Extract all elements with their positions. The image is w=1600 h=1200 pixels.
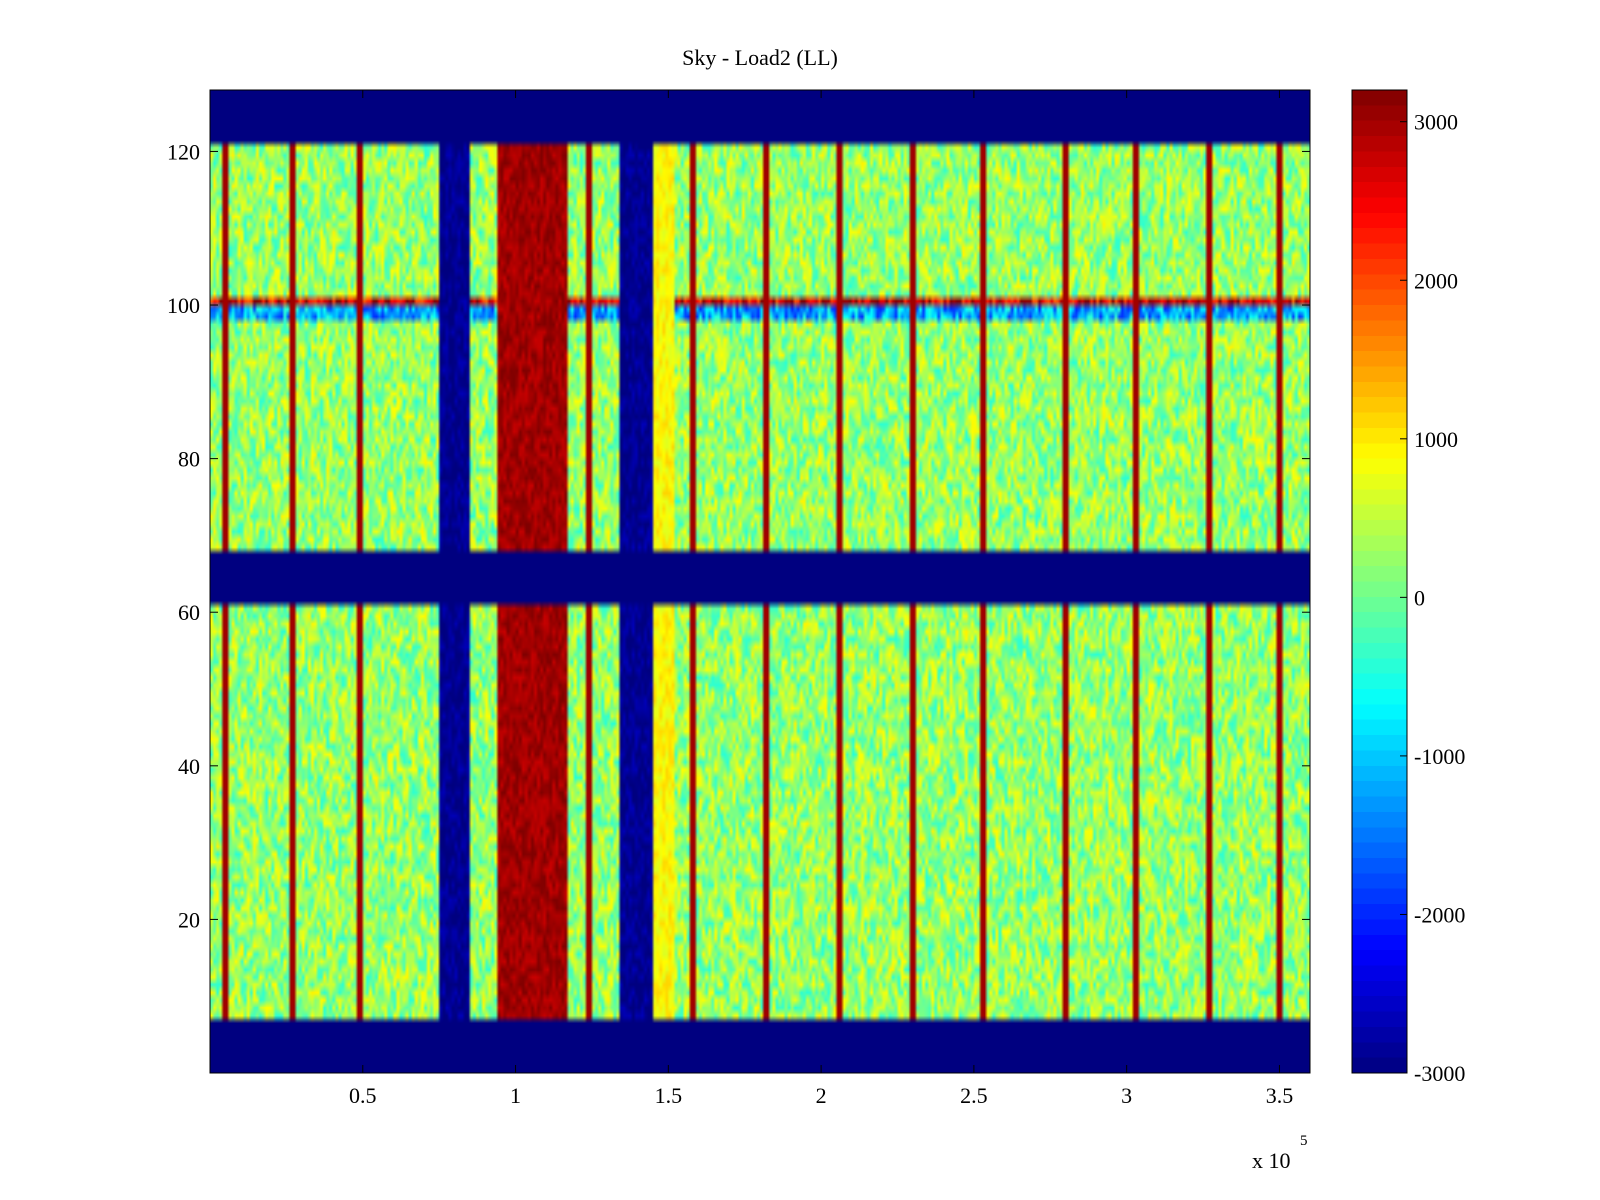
y-tick-label: 80 [178, 447, 200, 472]
colorbar [1352, 90, 1407, 1073]
x-exponent-superscript: 5 [1300, 1133, 1308, 1149]
x-axis: 0.5 1 1.5 2 2.5 3 3.5 [349, 90, 1293, 1108]
y-tick-label: 60 [178, 600, 200, 625]
colorbar-frame [1351, 89, 1408, 1074]
x-tick-label: 3 [1121, 1083, 1132, 1108]
x-tick-label: 1 [510, 1083, 521, 1108]
heatmap-image [210, 90, 1310, 1073]
colorbar-tick-label: 2000 [1414, 268, 1458, 293]
x-tick-label: 0.5 [349, 1083, 377, 1108]
y-tick-label: 40 [178, 754, 200, 779]
y-axis: 20 40 60 80 100 120 [167, 139, 1310, 932]
x-exponent-label: x 10 [1252, 1148, 1291, 1173]
y-tick-label: 100 [167, 293, 200, 318]
x-tick-label: 3.5 [1266, 1083, 1294, 1108]
colorbar-tick-label: 1000 [1414, 427, 1458, 452]
x-tick-label: 1.5 [655, 1083, 683, 1108]
colorbar-axis: -3000 -2000 -1000 0 1000 2000 3000 [1400, 110, 1465, 1086]
x-tick-label: 2 [816, 1083, 827, 1108]
x-exponent-base: x 10 [1252, 1148, 1291, 1173]
chart-title: Sky - Load2 (LL) [682, 45, 838, 70]
colorbar-tick-label: -1000 [1414, 744, 1465, 769]
y-tick-label: 20 [178, 907, 200, 932]
x-tick-label: 2.5 [960, 1083, 988, 1108]
plot-frame [209, 89, 1311, 1074]
colorbar-tick-label: -2000 [1414, 902, 1465, 927]
y-tick-label: 120 [167, 139, 200, 164]
colorbar-tick-label: 3000 [1414, 110, 1458, 135]
colorbar-tick-label: 0 [1414, 585, 1425, 610]
colorbar-tick-label: -3000 [1414, 1061, 1465, 1086]
